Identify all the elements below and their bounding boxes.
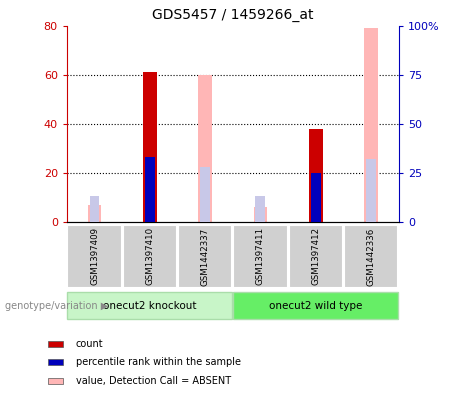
Bar [254, 207, 267, 222]
Bar [47, 378, 64, 384]
Bar [145, 157, 155, 222]
Text: GSM1397412: GSM1397412 [311, 228, 320, 285]
Bar [143, 72, 157, 222]
Bar [47, 359, 64, 365]
Bar [366, 159, 376, 222]
Text: onecut2 knockout: onecut2 knockout [103, 301, 196, 310]
Bar [364, 28, 378, 222]
Title: GDS5457 / 1459266_at: GDS5457 / 1459266_at [152, 8, 313, 22]
Bar [255, 196, 266, 222]
Bar [47, 341, 64, 347]
FancyBboxPatch shape [233, 292, 398, 319]
Text: GSM1442336: GSM1442336 [366, 227, 376, 286]
Text: percentile rank within the sample: percentile rank within the sample [76, 357, 241, 367]
Text: value, Detection Call = ABSENT: value, Detection Call = ABSENT [76, 376, 231, 386]
Bar [311, 173, 321, 222]
Bar [198, 75, 212, 222]
Bar [200, 167, 210, 222]
FancyBboxPatch shape [67, 225, 122, 288]
Text: GSM1397409: GSM1397409 [90, 228, 99, 285]
Text: GSM1397410: GSM1397410 [145, 228, 154, 285]
Text: genotype/variation ▶: genotype/variation ▶ [5, 301, 108, 310]
Bar [89, 196, 100, 222]
Text: GSM1442337: GSM1442337 [201, 227, 210, 286]
FancyBboxPatch shape [344, 225, 398, 288]
Text: GSM1397411: GSM1397411 [256, 228, 265, 285]
FancyBboxPatch shape [289, 225, 343, 288]
FancyBboxPatch shape [67, 292, 232, 319]
Bar [88, 205, 101, 222]
Bar [309, 129, 323, 222]
Text: count: count [76, 339, 104, 349]
FancyBboxPatch shape [123, 225, 177, 288]
FancyBboxPatch shape [178, 225, 232, 288]
FancyBboxPatch shape [233, 225, 288, 288]
Text: onecut2 wild type: onecut2 wild type [269, 301, 362, 310]
